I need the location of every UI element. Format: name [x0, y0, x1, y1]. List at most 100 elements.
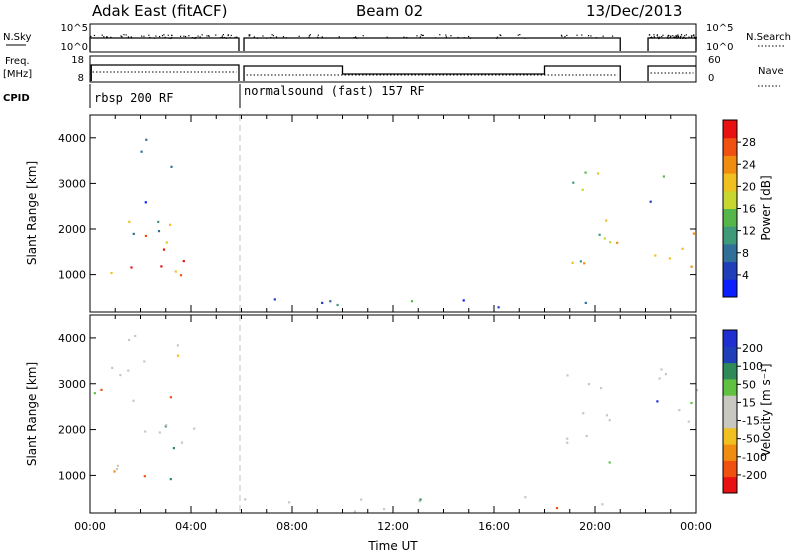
velocity-colorbar-swatch: [723, 378, 737, 396]
noise-dot: [149, 36, 151, 39]
velocity-colorbar-tick-label: -100: [742, 451, 767, 464]
x-tick-label: 00:00: [74, 520, 106, 533]
noise-dot: [676, 37, 678, 39]
noise-dot: [653, 36, 655, 38]
noise-dot: [602, 35, 604, 37]
freq-trace-line: [90, 64, 240, 81]
frequency-strip: Freq. [MHz] 18 8 60 0 Nave: [3, 55, 784, 87]
noise-dot: [679, 37, 681, 39]
noise-dot: [386, 36, 388, 38]
noise-dot: [500, 34, 502, 37]
freq-trace-line: [647, 65, 696, 81]
scatter-cell: [690, 401, 693, 405]
noise-dot: [285, 37, 287, 39]
scatter-cell: [169, 478, 172, 481]
noise-dot: [309, 34, 311, 36]
noise-dot: [496, 37, 498, 39]
noise-dot: [690, 36, 693, 38]
noise-dot: [419, 36, 421, 38]
scatter-cell: [566, 437, 569, 440]
velocity-colorbar-tick-label: 50: [742, 378, 756, 391]
noise-dot: [90, 35, 92, 38]
scatter-cell: [169, 223, 172, 226]
scatter-cell: [100, 388, 103, 391]
scatter-cell: [662, 175, 665, 178]
station-title: Adak East (fitACF): [92, 2, 227, 20]
noise-dot: [234, 36, 236, 39]
velocity-colorbar-swatch: [723, 476, 737, 494]
noise-dot: [106, 37, 108, 39]
velocity-colorbar-tick-label: 15: [742, 396, 756, 409]
noise-dot: [195, 36, 197, 39]
noise-dot: [670, 36, 672, 38]
noise-dot: [222, 36, 224, 39]
scatter-cell: [157, 230, 161, 233]
noise-dot: [93, 34, 96, 37]
noise-dot: [193, 37, 195, 39]
noise-dot: [666, 36, 669, 38]
scatter-cell: [160, 265, 163, 268]
noise-dot: [362, 35, 364, 37]
noise-trace: [89, 34, 698, 51]
velocity-colorbar-tick-label: 100: [742, 360, 763, 373]
freq-strip-frame: [89, 55, 697, 83]
noise-dot: [650, 36, 653, 38]
power-xaxis-ticks: [89, 115, 697, 312]
y-tick-label: 3000: [58, 378, 86, 391]
power-colorbar-swatch: [723, 173, 737, 192]
scatter-cell: [132, 399, 135, 402]
scatter-cell: [581, 188, 584, 191]
noise-dot: [256, 37, 259, 39]
scatter-cell: [660, 368, 663, 371]
scatter-cell: [462, 299, 465, 302]
noise-dot: [188, 35, 190, 37]
power-frame: [89, 114, 697, 313]
nave-label: Nave: [758, 66, 784, 77]
velocity-colorbar-tick-label: 200: [742, 342, 763, 355]
x-tick-label: 08:00: [276, 520, 308, 533]
noise-dot: [201, 34, 203, 36]
noise-dot: [657, 36, 659, 38]
noise-dot: [675, 36, 677, 38]
power-colorbar-swatch: [723, 155, 737, 174]
scatter-cell: [165, 241, 168, 244]
noise-dot: [131, 37, 133, 39]
time-axis-label: Time UT: [367, 539, 418, 553]
velocity-xaxis: 00:00 04:00 08:00 12:00 16:00 20:00 00:00: [74, 315, 712, 533]
scatter-cell: [571, 261, 574, 264]
scatter-cell: [157, 220, 160, 223]
scatter-cell: [116, 464, 119, 467]
scatter-cell: [605, 414, 609, 417]
scatter-cell: [128, 338, 131, 342]
velocity-colorbar-swatch: [723, 330, 737, 347]
noise-dot: [695, 37, 698, 39]
x-tick-label: 12:00: [377, 520, 409, 533]
scatter-cell: [597, 172, 600, 175]
noise-dot: [275, 36, 278, 38]
velocity-colorbar-swatch: [723, 362, 737, 380]
power-colorbar-swatch: [723, 279, 737, 298]
cpid-segment-2: normalsound (fast) 157 RF: [244, 84, 425, 98]
noise-dot: [163, 34, 165, 36]
noise-dot: [248, 35, 250, 37]
scatter-cell: [587, 383, 591, 386]
noise-dot: [661, 36, 663, 38]
noise-dot: [270, 36, 272, 39]
scatter-cell: [690, 265, 693, 268]
noise-dot: [457, 36, 459, 39]
power-colorbar-swatch: [723, 120, 737, 139]
power-yaxis: 4000 3000 2000 1000: [58, 132, 696, 282]
power-colorbar-swatch: [723, 261, 737, 280]
noise-dot: [679, 36, 681, 38]
scatter-cell: [599, 387, 603, 390]
scatter-cell: [110, 271, 113, 275]
noise-trace-line: [89, 37, 240, 51]
noise-dot: [694, 37, 696, 40]
noise-dot: [561, 35, 563, 37]
scatter-cell: [608, 461, 611, 464]
velocity-ylabel: Slant Range [km]: [25, 362, 39, 466]
noise-dot: [403, 36, 405, 38]
scatter-cell: [179, 274, 183, 277]
noise-dot: [298, 35, 300, 37]
noise-dot: [229, 37, 231, 39]
